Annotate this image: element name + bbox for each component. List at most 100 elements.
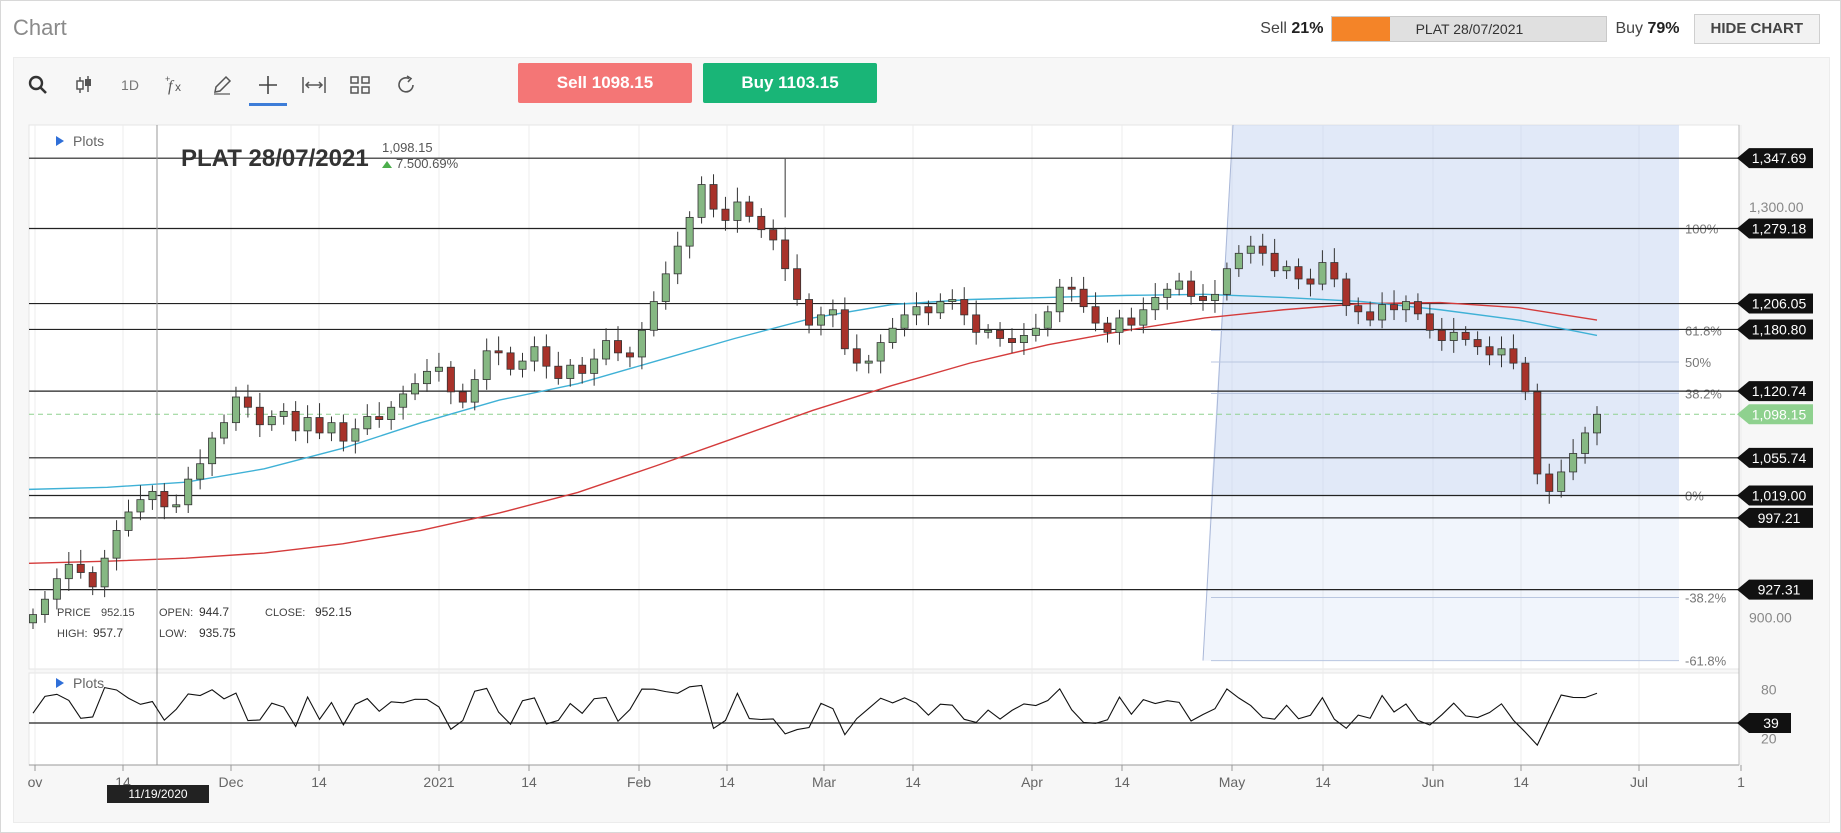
candle-up <box>1139 309 1148 326</box>
candle-up <box>351 428 360 442</box>
window-title: Chart <box>13 15 67 40</box>
candle-down <box>1258 245 1267 254</box>
x-tick-label: 14 <box>905 774 921 790</box>
x-tick-label: 14 <box>521 774 537 790</box>
ohlc-close-label: CLOSE: <box>265 607 305 619</box>
candle-up <box>1163 288 1172 298</box>
layout-grid-icon[interactable] <box>337 64 383 106</box>
candle-down <box>960 299 969 316</box>
candle-up <box>673 245 682 275</box>
candle-up <box>876 342 885 362</box>
candle-down <box>1342 278 1351 307</box>
ohlc-close-value: 952.15 <box>315 605 352 619</box>
candle-up <box>828 309 837 316</box>
candle-up <box>52 578 61 600</box>
level-price-label: 997.21 <box>1758 510 1801 526</box>
level-price-tag <box>1737 293 1813 314</box>
candle-up <box>1151 297 1160 311</box>
x-tick-label: 1 <box>1737 774 1745 790</box>
svg-text:f: f <box>168 78 175 95</box>
sell-button[interactable]: Sell 1098.15 <box>518 63 692 103</box>
level-price-label: 1,019.00 <box>1752 488 1807 504</box>
level-price-tag <box>1737 579 1813 600</box>
candlestick-icon[interactable] <box>61 64 107 106</box>
candle-up <box>112 530 121 559</box>
level-price-tag <box>1737 485 1813 506</box>
candle-up <box>1175 280 1184 290</box>
candle-down <box>1354 305 1363 313</box>
x-tick-label: 14 <box>719 774 735 790</box>
candle-up <box>363 416 372 430</box>
candle-down <box>924 306 933 314</box>
candle-up <box>1378 304 1387 321</box>
sell-sentiment-pct: 21% <box>1291 20 1324 37</box>
candle-up <box>590 358 599 374</box>
candle-up <box>733 201 742 221</box>
refresh-icon[interactable] <box>383 64 429 106</box>
candle-up <box>172 504 181 508</box>
x-tick-label: 14 <box>311 774 327 790</box>
candle-up <box>124 511 133 531</box>
ohlc-open-label: OPEN: <box>159 607 193 619</box>
x-tick-label: 2021 <box>423 774 454 790</box>
fib-trend-line <box>1202 124 1234 661</box>
candle-down <box>1545 473 1554 492</box>
candle-down <box>1366 311 1375 321</box>
candle-down <box>996 329 1005 339</box>
oscillator-level-label: 39 <box>1763 715 1779 731</box>
candle-up <box>900 314 909 329</box>
function-icon[interactable]: f x + <box>153 64 199 106</box>
measure-icon[interactable] <box>291 64 337 106</box>
candle-down <box>793 268 802 300</box>
level-price-label: 927.31 <box>1758 582 1801 598</box>
candle-down <box>614 340 622 354</box>
candle-up <box>184 478 193 506</box>
candle-down <box>852 348 861 364</box>
crosshair-icon[interactable] <box>245 64 291 106</box>
moving-average-slow <box>28 301 1598 564</box>
candle-up <box>1581 432 1590 454</box>
level-price-tag <box>1737 218 1813 239</box>
ohlc-price-label: PRICE <box>57 607 91 619</box>
candle-up <box>1318 262 1327 285</box>
candle-up <box>1055 286 1064 313</box>
hide-chart-button[interactable]: HIDE CHART <box>1693 14 1820 44</box>
candle-up <box>936 301 945 314</box>
change-up-arrow-icon <box>382 161 392 168</box>
candle-up <box>566 364 575 379</box>
buy-button[interactable]: Buy 1103.15 <box>703 63 877 103</box>
cursor-date-label: 11/19/2020 <box>128 787 187 801</box>
candle-down <box>1390 304 1399 311</box>
candle-down <box>769 229 778 241</box>
x-tick-label: 14 <box>1315 774 1331 790</box>
candle-up <box>470 379 479 403</box>
candle-up <box>888 327 897 344</box>
sentiment-meter: PLAT 28/07/2021 <box>1331 16 1608 42</box>
sentiment-bar: Sell 21% PLAT 28/07/2021 Buy 79% HIDE CH… <box>1260 14 1820 44</box>
candle-down <box>542 346 551 367</box>
candle-down <box>625 352 634 358</box>
chart-toolbar: 1D f x + <box>15 61 429 109</box>
pencil-icon[interactable] <box>199 64 245 106</box>
candle-down <box>1187 280 1196 297</box>
oscillator-background <box>28 672 1740 766</box>
candle-up <box>1497 348 1506 356</box>
candle-down <box>1306 278 1315 285</box>
candle-down <box>243 396 252 408</box>
ohlc-low-value: 935.75 <box>199 626 236 640</box>
candle-down <box>1461 331 1470 340</box>
level-price-tag <box>1737 381 1813 402</box>
candle-up <box>482 350 491 380</box>
x-tick-label: Jun <box>1422 774 1445 790</box>
candle-up <box>1043 311 1052 329</box>
interval-button[interactable]: 1D <box>107 64 153 106</box>
level-price-label: 1,055.74 <box>1752 450 1807 466</box>
level-price-tag <box>1737 447 1813 468</box>
search-icon[interactable] <box>15 64 61 106</box>
buy-sentiment: Buy 79% <box>1615 20 1679 38</box>
candle-up <box>279 410 288 417</box>
x-tick-label: Jul <box>1630 774 1648 790</box>
sell-sentiment-label: Sell <box>1260 20 1287 37</box>
